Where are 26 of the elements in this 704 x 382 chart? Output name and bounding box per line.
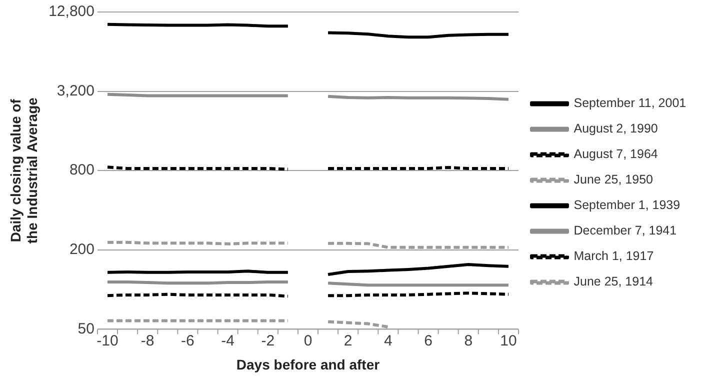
x-tick-label: 2 xyxy=(344,332,352,350)
legend-label: August 7, 1964 xyxy=(574,147,658,162)
legend-label: September 1, 1939 xyxy=(574,198,680,212)
x-tick-label: -4 xyxy=(221,332,234,350)
legend-label: June 25, 1914 xyxy=(574,274,654,289)
y-tick-label: 800 xyxy=(69,162,94,179)
y-tick-label: 12,800 xyxy=(48,3,94,20)
x-tick-label: -10 xyxy=(96,332,118,350)
legend-label: September 11, 2001 xyxy=(574,96,686,110)
x-tick-label: -2 xyxy=(261,332,275,350)
y-tick-label: 50 xyxy=(78,320,94,338)
x-tick-label: -6 xyxy=(181,332,194,350)
x-tick-label: 6 xyxy=(424,332,432,350)
legend-label: December 7, 1941 xyxy=(574,224,677,238)
x-tick-label: -8 xyxy=(140,332,154,350)
legend-label: August 2, 1990 xyxy=(574,122,658,136)
y-axis-title: Daily closing value of the Industrial Average xyxy=(7,97,40,244)
x-tick-label: 0 xyxy=(304,332,312,350)
legend-label: March 1, 1917 xyxy=(574,249,654,264)
x-tick-label: 10 xyxy=(500,332,517,350)
y-tick-label: 200 xyxy=(69,241,94,258)
x-tick-label: 8 xyxy=(464,332,473,350)
x-tick-label: 4 xyxy=(384,332,392,350)
y-tick-label: 3,200 xyxy=(56,82,94,100)
x-axis-title: Days before and after xyxy=(236,356,380,372)
legend-label: June 25, 1950 xyxy=(574,172,654,187)
